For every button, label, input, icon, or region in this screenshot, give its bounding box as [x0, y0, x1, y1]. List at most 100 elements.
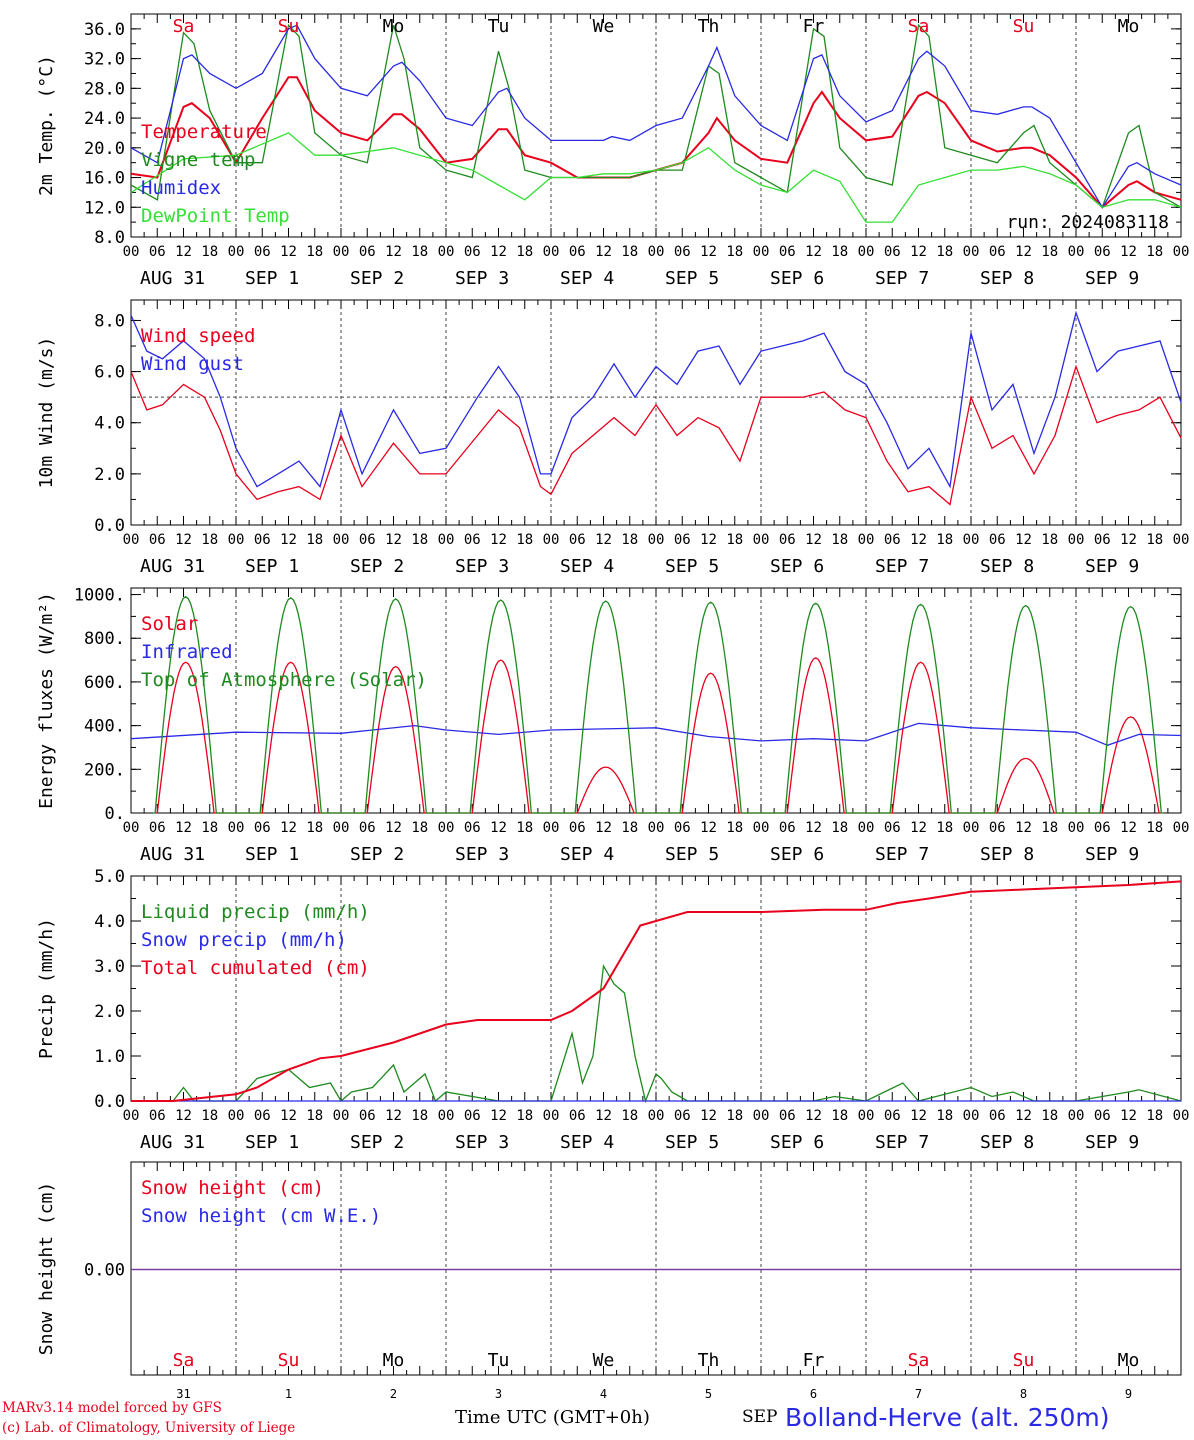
legend-entry: Total cumulated (cm)	[141, 957, 370, 979]
hour-tick-label: 18	[411, 532, 428, 548]
hour-tick-label: 06	[989, 820, 1006, 836]
hour-tick-label: 12	[595, 820, 612, 836]
panel-frame	[130, 587, 1182, 814]
hour-tick-label: 00	[438, 532, 455, 548]
hour-tick-label: 12	[1120, 1108, 1137, 1124]
panel-frame	[130, 299, 1182, 526]
hour-tick-label: 18	[201, 820, 218, 836]
hour-tick-label: 12	[910, 820, 927, 836]
hour-tick-label: 12	[700, 244, 717, 260]
hour-tick-label: 00	[228, 244, 245, 260]
hour-tick-label: 12	[175, 532, 192, 548]
hour-tick-label: 12	[385, 1108, 402, 1124]
weekday-label-top: Su	[278, 16, 300, 37]
hour-tick-label: 00	[333, 244, 350, 260]
hour-tick-label: 06	[359, 244, 376, 260]
hour-tick-label: 00	[753, 244, 770, 260]
hour-tick-label: 18	[621, 244, 638, 260]
hour-tick-label: 12	[805, 820, 822, 836]
weekday-label-top: Tu	[488, 16, 510, 37]
weekday-label-bottom: Fr	[803, 1350, 825, 1371]
series-line-2	[131, 880, 1182, 1102]
day-number-label: 1	[285, 1387, 292, 1401]
date-label: SEP 7	[875, 556, 929, 577]
hour-tick-label: 06	[464, 244, 481, 260]
weekday-label-top: Sa	[173, 16, 195, 37]
hour-tick-label: 00	[123, 820, 140, 836]
y-tick-label: 600.	[84, 673, 125, 693]
hour-tick-label: 00	[543, 820, 560, 836]
y-tick-label: 28.0	[84, 79, 125, 99]
hour-tick-label: 12	[280, 532, 297, 548]
day-number-label: 5	[705, 1387, 712, 1401]
day-number-label: 6	[810, 1387, 817, 1401]
weekday-label-top: Fr	[803, 16, 825, 37]
hour-tick-label: 18	[621, 820, 638, 836]
hour-tick-label: 18	[726, 244, 743, 260]
y-tick-label: 4.0	[94, 414, 125, 434]
hour-tick-label: 18	[831, 1108, 848, 1124]
hour-tick-label: 00	[648, 1108, 665, 1124]
hour-tick-label: 06	[779, 244, 796, 260]
hour-tick-label: 12	[1120, 244, 1137, 260]
station-label: Bolland-Herve (alt. 250m)	[785, 1403, 1110, 1432]
hour-tick-label: 12	[280, 820, 297, 836]
y-tick-label: 32.0	[84, 50, 125, 70]
hour-tick-label: 18	[306, 820, 323, 836]
hour-tick-label: 00	[858, 820, 875, 836]
hour-tick-label: 06	[359, 820, 376, 836]
weekday-label-bottom: Sa	[173, 1350, 195, 1371]
hour-tick-label: 12	[490, 820, 507, 836]
weekday-label-top: Mo	[1118, 16, 1140, 37]
hour-tick-label: 00	[753, 820, 770, 836]
series-line-0	[131, 963, 1182, 1104]
hour-tick-label: 18	[936, 1108, 953, 1124]
hour-tick-label: 06	[464, 532, 481, 548]
hour-tick-label: 06	[884, 244, 901, 260]
date-label: SEP 8	[980, 556, 1034, 577]
date-label: SEP 9	[1085, 268, 1139, 289]
hour-tick-label: 18	[201, 244, 218, 260]
hour-tick-label: 18	[831, 532, 848, 548]
y-tick-label: 20.0	[84, 139, 125, 159]
y-tick-label: 2.0	[94, 465, 125, 485]
hour-tick-label: 06	[254, 244, 271, 260]
hour-tick-label: 00	[648, 820, 665, 836]
hour-tick-label: 06	[464, 820, 481, 836]
hour-tick-label: 18	[936, 532, 953, 548]
credit-line-1: MARv3.14 model forced by GFS	[2, 1400, 222, 1416]
date-label: SEP 4	[560, 556, 614, 577]
date-label: SEP 4	[560, 844, 614, 865]
y-tick-label: 1.0	[94, 1047, 125, 1067]
hour-tick-label: 18	[621, 1108, 638, 1124]
hour-tick-label: 06	[254, 1108, 271, 1124]
day-number-label: 9	[1125, 1387, 1132, 1401]
weekday-label-top: Mo	[383, 16, 405, 37]
date-label: SEP 1	[245, 556, 299, 577]
hour-tick-label: 12	[175, 1108, 192, 1124]
legend-entry: Infrared	[141, 641, 233, 663]
y-tick-label: 6.0	[94, 363, 125, 383]
y-tick-label: 8.0	[94, 228, 125, 248]
hour-tick-label: 12	[1120, 820, 1137, 836]
legend-entry: Top of Atmosphere (Solar)	[141, 669, 427, 691]
hour-tick-label: 06	[149, 532, 166, 548]
hour-tick-label: 06	[674, 1108, 691, 1124]
hour-tick-label: 06	[149, 1108, 166, 1124]
hour-tick-label: 00	[438, 1108, 455, 1124]
hour-tick-label: 12	[805, 1108, 822, 1124]
hour-tick-label: 06	[674, 532, 691, 548]
weekday-label-bottom: Tu	[488, 1350, 510, 1371]
legend-entry: Solar	[141, 613, 198, 635]
legend-entry: Vigne temp	[141, 149, 255, 171]
date-label: SEP 4	[560, 268, 614, 289]
legend-entry: Snow height (cm)	[141, 1177, 324, 1199]
hour-tick-label: 06	[149, 820, 166, 836]
hour-tick-label: 00	[648, 244, 665, 260]
y-tick-label: 12.0	[84, 198, 125, 218]
day-number-label: 2	[390, 1387, 397, 1401]
hour-tick-label: 00	[858, 244, 875, 260]
hour-tick-label: 18	[306, 244, 323, 260]
hour-tick-label: 18	[1041, 532, 1058, 548]
hour-tick-label: 12	[490, 244, 507, 260]
